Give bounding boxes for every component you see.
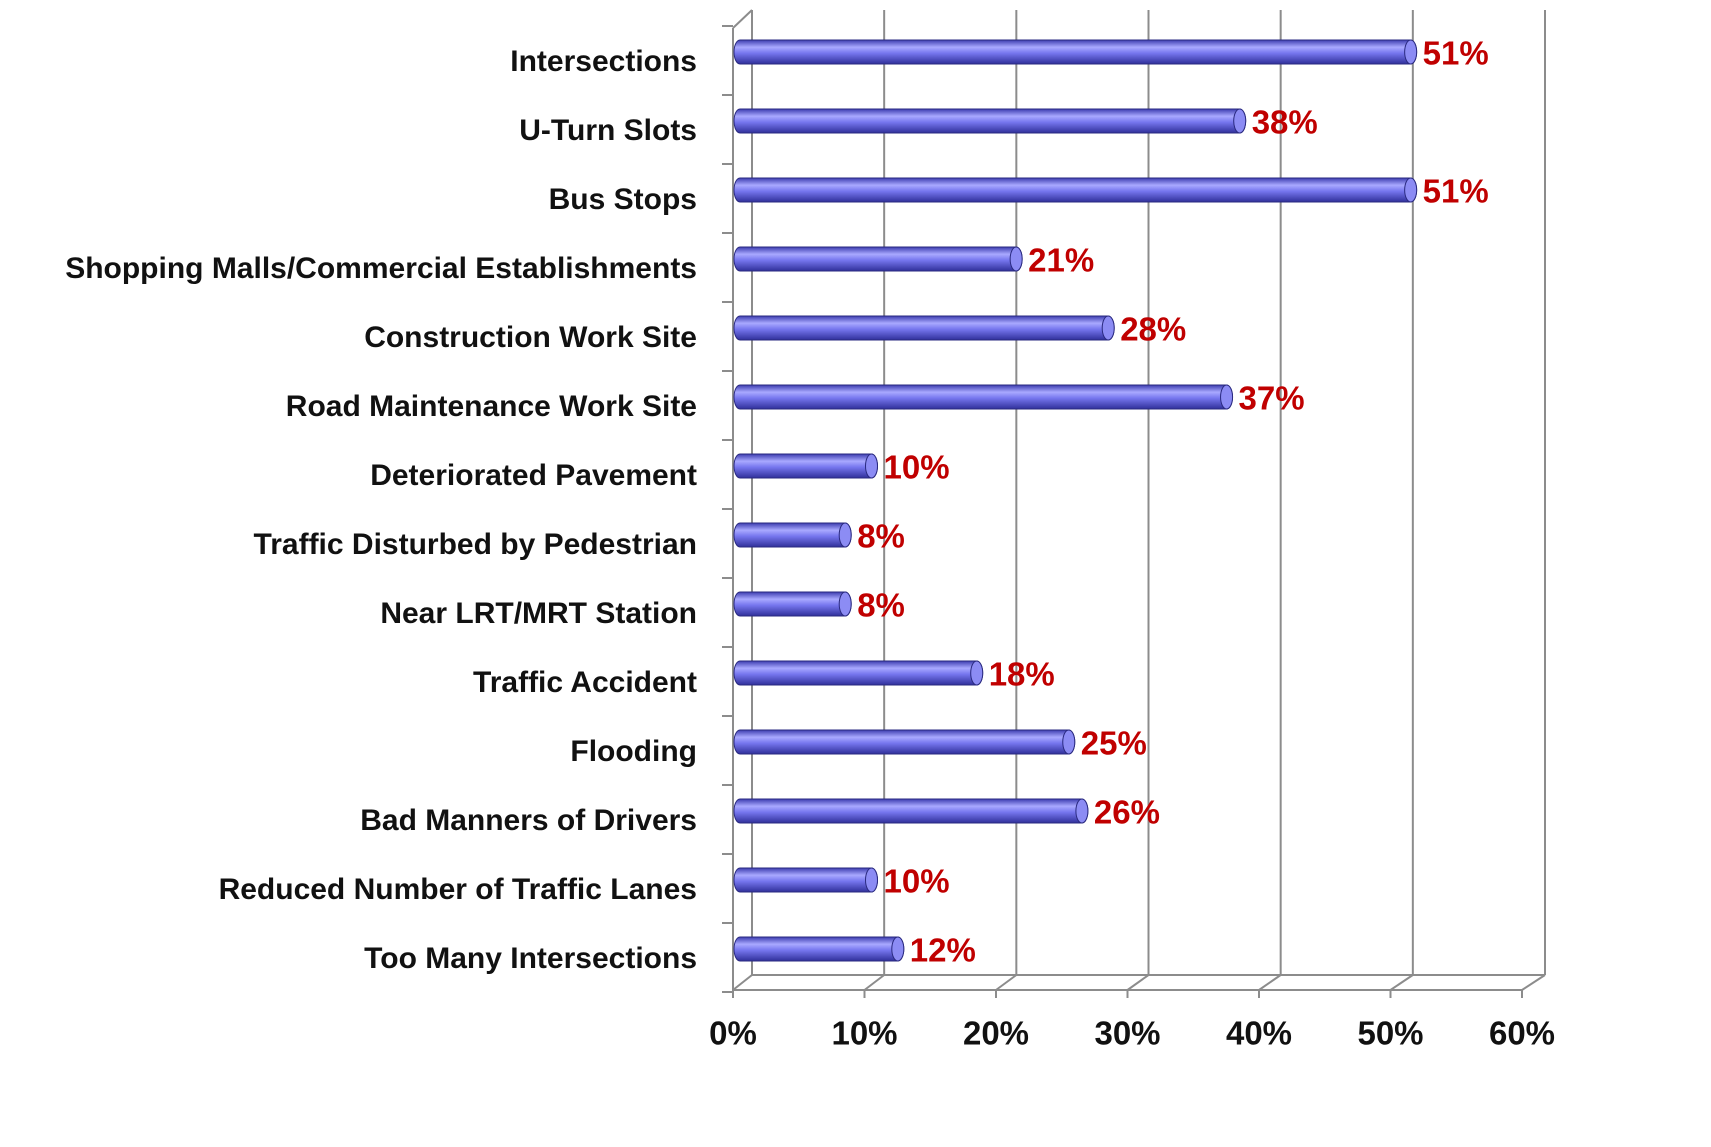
value-label: 21% bbox=[1028, 242, 1094, 279]
value-label: 18% bbox=[989, 656, 1055, 693]
bar bbox=[733, 936, 905, 962]
value-label: 8% bbox=[857, 587, 905, 624]
floor-grid-line bbox=[863, 974, 885, 991]
bar bbox=[733, 108, 1247, 134]
x-tick-label: 50% bbox=[1357, 1015, 1423, 1052]
y-tick-label: Traffic Disturbed by Pedestrian bbox=[254, 528, 697, 561]
value-label: 10% bbox=[884, 449, 950, 486]
floor-grid-line bbox=[1521, 974, 1546, 991]
floor-grid-line bbox=[1126, 974, 1150, 991]
x-tick-label: 30% bbox=[1094, 1015, 1160, 1052]
bar bbox=[733, 729, 1076, 755]
bar-cap bbox=[1101, 315, 1115, 341]
floor-grid-line bbox=[732, 974, 753, 991]
x-tick-label: 60% bbox=[1489, 1015, 1555, 1052]
bar-cap bbox=[970, 660, 984, 686]
value-label: 12% bbox=[910, 932, 976, 969]
bar bbox=[733, 384, 1234, 410]
y-tick-label: Deteriorated Pavement bbox=[370, 459, 697, 492]
value-label: 38% bbox=[1252, 104, 1318, 141]
bar-cap bbox=[1062, 729, 1076, 755]
y-tick-label: Bad Manners of Drivers bbox=[360, 804, 697, 837]
bar-cap bbox=[1009, 246, 1023, 272]
value-label: 28% bbox=[1120, 311, 1186, 348]
y-tick-label: Shopping Malls/Commercial Establishments bbox=[65, 252, 697, 285]
frame bbox=[732, 9, 753, 990]
bar bbox=[733, 867, 878, 893]
y-tick-label: Construction Work Site bbox=[364, 321, 697, 354]
bar bbox=[733, 177, 1418, 203]
bar-cap bbox=[838, 591, 852, 617]
bar-cap bbox=[1220, 384, 1234, 410]
bar-cap bbox=[1404, 177, 1418, 203]
bar-cap bbox=[1233, 108, 1247, 134]
bar bbox=[733, 591, 852, 617]
bar bbox=[733, 315, 1115, 341]
y-tick-label: U-Turn Slots bbox=[519, 114, 697, 147]
y-tick-label: Traffic Accident bbox=[473, 666, 697, 699]
y-tick-label: Bus Stops bbox=[549, 183, 697, 216]
y-tick-label: Intersections bbox=[510, 45, 697, 78]
bar-cap bbox=[865, 453, 878, 479]
value-label: 37% bbox=[1239, 380, 1305, 417]
bar bbox=[733, 660, 984, 686]
floor-grid-line bbox=[1258, 974, 1282, 991]
y-tick-label: Reduced Number of Traffic Lanes bbox=[219, 873, 697, 906]
bar bbox=[733, 798, 1089, 824]
x-tick-label: 0% bbox=[709, 1015, 757, 1052]
value-label: 10% bbox=[884, 863, 950, 900]
bar-cap bbox=[865, 867, 878, 893]
x-tick-label: 20% bbox=[963, 1015, 1029, 1052]
value-label: 8% bbox=[857, 518, 905, 555]
bar-cap bbox=[1404, 39, 1418, 65]
bar bbox=[733, 246, 1023, 272]
value-label: 51% bbox=[1423, 173, 1489, 210]
bar bbox=[733, 39, 1418, 65]
y-tick-label: Flooding bbox=[570, 735, 697, 768]
value-label: 51% bbox=[1423, 35, 1489, 72]
bar-cap bbox=[891, 936, 905, 962]
bar bbox=[733, 453, 878, 479]
bar-cap bbox=[838, 522, 852, 548]
bar-cap bbox=[1075, 798, 1089, 824]
frame-edge bbox=[732, 9, 753, 29]
value-label: 26% bbox=[1094, 794, 1160, 831]
value-label: 25% bbox=[1081, 725, 1147, 762]
bar bbox=[733, 522, 852, 548]
floor-grid-line bbox=[1389, 974, 1414, 991]
y-tick-label: Road Maintenance Work Site bbox=[286, 390, 697, 423]
x-tick-label: 40% bbox=[1226, 1015, 1292, 1052]
y-tick-label: Too Many Intersections bbox=[364, 942, 697, 975]
y-tick-label: Near LRT/MRT Station bbox=[380, 597, 697, 630]
x-tick-label: 10% bbox=[831, 1015, 897, 1052]
floor-grid-line bbox=[995, 974, 1017, 991]
